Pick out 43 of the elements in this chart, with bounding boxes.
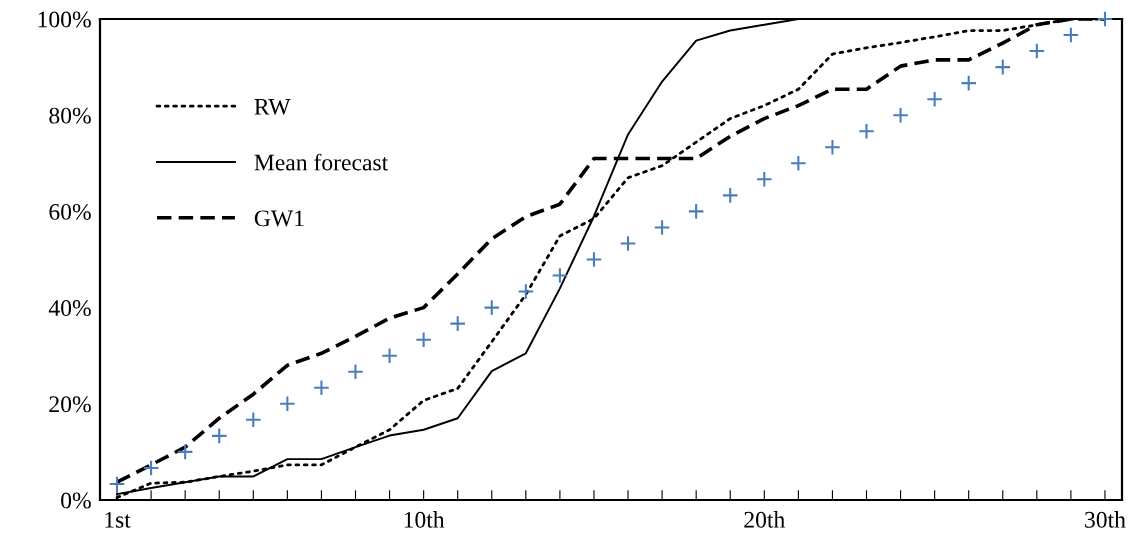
point	[483, 299, 501, 316]
point	[960, 74, 978, 92]
point	[415, 331, 432, 349]
point	[1028, 42, 1046, 60]
point	[755, 170, 773, 188]
x-tick-label: 1st	[105, 511, 131, 528]
legend-label: RW	[254, 99, 291, 115]
point	[176, 443, 194, 461]
x-tick-label: 10th	[404, 511, 445, 528]
point	[687, 203, 705, 220]
point	[653, 219, 671, 236]
point	[721, 187, 739, 204]
point	[244, 411, 262, 429]
point	[1062, 26, 1080, 44]
y-tick-label: 20%	[49, 396, 91, 413]
point	[108, 475, 126, 493]
point	[347, 363, 364, 381]
point	[994, 58, 1012, 76]
point	[517, 283, 535, 300]
point	[1096, 10, 1114, 28]
point	[210, 427, 228, 445]
point	[824, 138, 841, 156]
point	[790, 154, 807, 172]
point	[279, 395, 296, 413]
y-tick-label: 80%	[49, 107, 91, 124]
point	[551, 267, 569, 284]
point	[381, 347, 398, 365]
x-tick-label: 30th	[1085, 511, 1126, 528]
point	[858, 122, 875, 140]
legend-label: GW1	[254, 210, 304, 227]
point	[619, 235, 637, 252]
y-tick-label: 40%	[48, 300, 91, 317]
point	[313, 379, 330, 397]
legend-label: Mean forecast	[254, 153, 389, 171]
y-tick-label: 100%	[38, 11, 91, 28]
point	[449, 315, 467, 332]
point	[585, 251, 603, 268]
x-tick-label: 20th	[744, 511, 785, 528]
point	[926, 90, 943, 108]
y-tick-label: 60%	[49, 203, 91, 220]
point	[892, 106, 909, 124]
y-tick-label: 0%	[61, 492, 91, 509]
point	[142, 459, 160, 477]
